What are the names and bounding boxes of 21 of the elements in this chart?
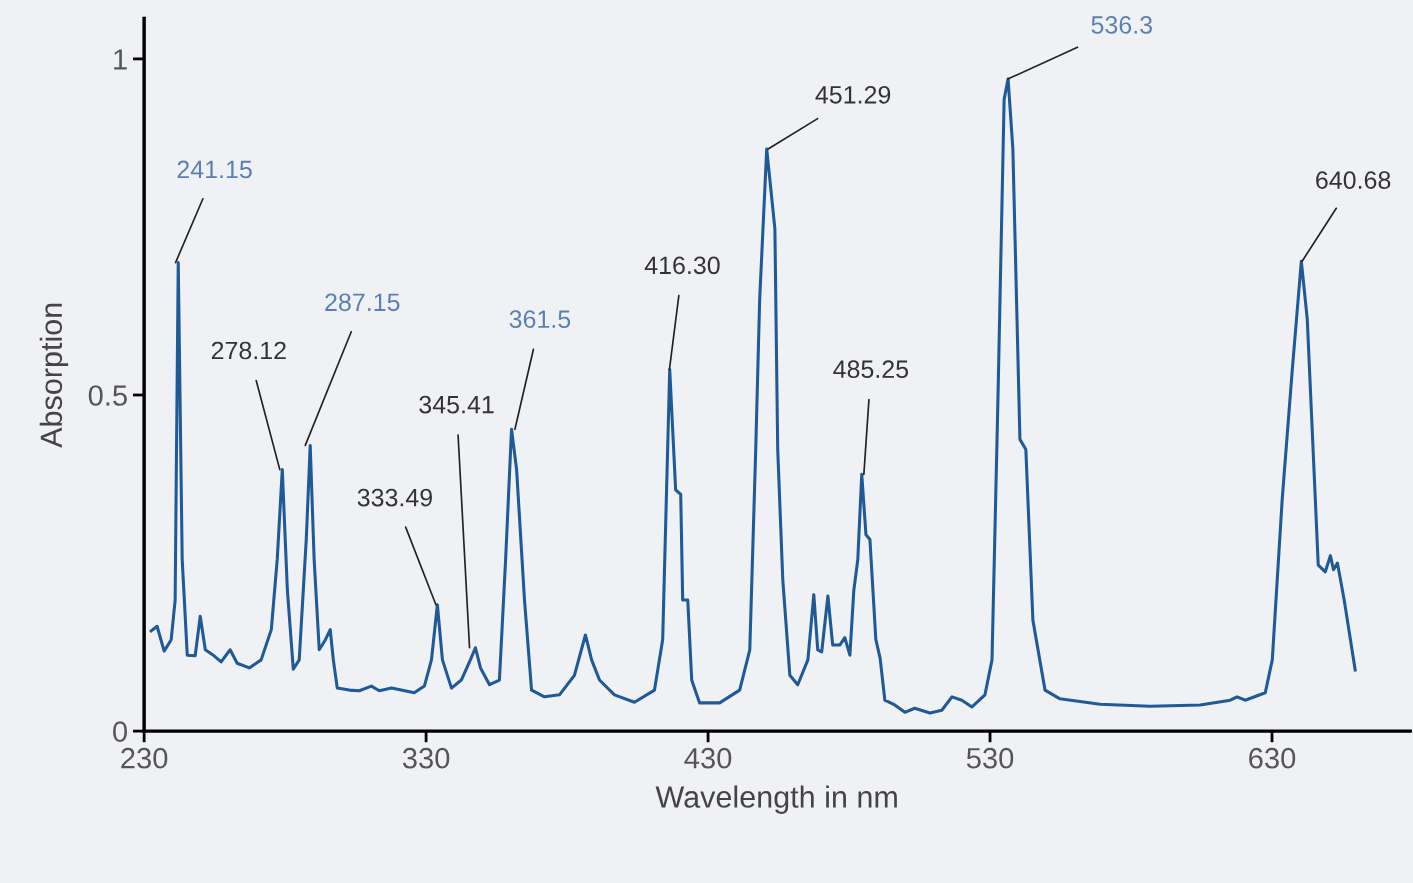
annotation: 536.3 [1091, 16, 1152, 34]
y-tick-label: 1 [114, 49, 127, 70]
x-tick-label: 430 [684, 747, 732, 769]
annotation: 241.15 [177, 160, 252, 179]
x-tick-label: 330 [402, 747, 450, 769]
annotation: 287.15 [325, 293, 400, 312]
x-tick-label: 530 [966, 747, 1014, 769]
annotation: 361.5 [509, 310, 571, 328]
annotation: 345.41 [419, 395, 494, 414]
annotation: 451.29 [815, 85, 891, 104]
y-tick-label: 0.5 [88, 385, 127, 406]
x-tick-label: 230 [121, 747, 168, 769]
y-axis-title: Absorption [39, 303, 69, 448]
annotation: 278.12 [211, 341, 286, 360]
y-tick-label: 0 [113, 721, 128, 742]
x-axis-title: Wavelength in nm [655, 785, 897, 814]
annotation: 485.25 [833, 360, 909, 379]
annotation: 640.68 [1316, 171, 1391, 189]
annotation: 333.49 [357, 488, 432, 507]
annotation: 416.30 [644, 256, 720, 275]
x-tick-label: 630 [1249, 747, 1296, 769]
